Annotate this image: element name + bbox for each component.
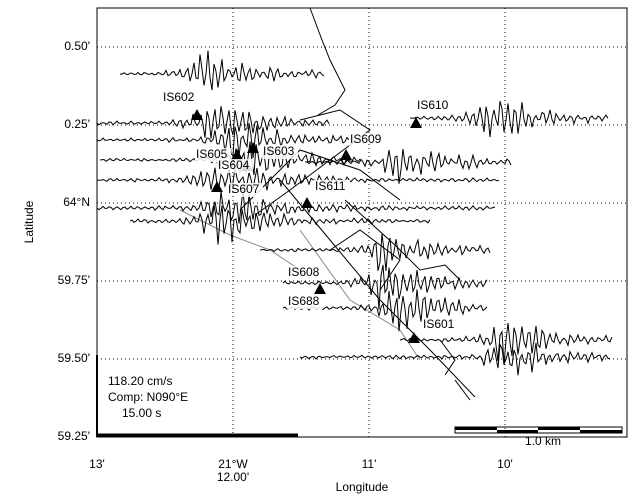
- station-label: IS608: [288, 265, 320, 279]
- y-axis-label: Latitude: [22, 200, 36, 243]
- seismogram-trace: [399, 322, 613, 365]
- road: [439, 339, 471, 401]
- x-tick-label: 13': [89, 457, 105, 471]
- seismogram-trace: [409, 100, 609, 138]
- station-label-bg: [227, 183, 263, 197]
- x-subtick-label: 12.00': [217, 470, 249, 484]
- station-label-bg: [287, 295, 323, 309]
- road: [309, 7, 346, 116]
- scale-bar-segment: [580, 430, 622, 433]
- road: [179, 209, 421, 361]
- seismogram-trace: [96, 106, 330, 139]
- station-marker: [191, 109, 203, 120]
- road: [344, 199, 461, 281]
- x-axis-label: Longitude: [336, 480, 389, 494]
- x-tick-label: 10': [497, 457, 513, 471]
- seismogram-trace: [299, 342, 611, 376]
- station-marker: [301, 197, 313, 208]
- scale-bar-segment: [455, 427, 497, 430]
- station-label-bg: [162, 91, 198, 105]
- station-label-bg: [416, 99, 452, 113]
- seismogram-trace: [259, 233, 491, 271]
- y-tick-label: 59.75': [58, 273, 90, 287]
- seismogram-trace: [96, 190, 496, 224]
- station-label: IS602: [163, 90, 195, 104]
- duration-label: 15.00 s: [122, 406, 161, 420]
- station-label: IS610: [417, 98, 449, 112]
- x-tick-label: 21°W: [218, 457, 248, 471]
- road: [254, 109, 371, 216]
- station-marker: [247, 142, 259, 153]
- seismogram-trace: [282, 264, 488, 310]
- station-marker: [408, 332, 420, 343]
- y-tick-label: 0.25': [64, 117, 90, 131]
- station-label: IS611: [315, 179, 346, 193]
- station-label-bg: [262, 145, 298, 159]
- seismogram-trace: [119, 50, 325, 91]
- scale-bar-segment: [538, 427, 580, 430]
- y-tick-label: 59.50': [58, 351, 90, 365]
- station-label-bg: [349, 133, 385, 147]
- seismogram-trace: [129, 204, 431, 245]
- seismogram-trace: [96, 123, 350, 159]
- x-tick-label: 11': [362, 457, 377, 471]
- station-marker: [231, 149, 243, 160]
- station-label-bg: [422, 318, 458, 332]
- station-label-bg: [287, 266, 323, 280]
- station-marker: [340, 149, 352, 160]
- station-label: IS604: [218, 158, 250, 172]
- y-tick-label: 0.50': [64, 39, 90, 53]
- station-marker: [314, 283, 326, 294]
- station-label: IS601: [423, 317, 455, 331]
- y-tick-label: 64°N: [63, 195, 90, 209]
- station-label: IS609: [350, 132, 382, 146]
- station-label: IS603: [263, 144, 295, 158]
- component-label: Comp: N090°E: [108, 390, 188, 404]
- station-label-bg: [314, 180, 350, 194]
- map-frame: [96, 7, 628, 438]
- scale-bar-segment: [497, 430, 538, 433]
- roads: [179, 7, 476, 401]
- station-label-bg: [195, 148, 231, 162]
- station-label: IS607: [228, 182, 260, 196]
- scale-bar: 1.0 km: [454, 426, 623, 448]
- seismogram-trace: [304, 149, 512, 184]
- seismogram-trace: [96, 167, 500, 191]
- station-label-bg: [217, 159, 253, 173]
- legend: 118.20 cm/s Comp: N090°E 15.00 s: [96, 355, 298, 437]
- y-tick-label: 59.25': [58, 429, 90, 443]
- station-label: IS688: [288, 294, 320, 308]
- amplitude-label: 118.20 cm/s: [108, 374, 172, 388]
- station-label: IS605: [196, 147, 228, 161]
- scale-bar-label: 1.0 km: [525, 434, 561, 448]
- station-marker: [211, 181, 223, 192]
